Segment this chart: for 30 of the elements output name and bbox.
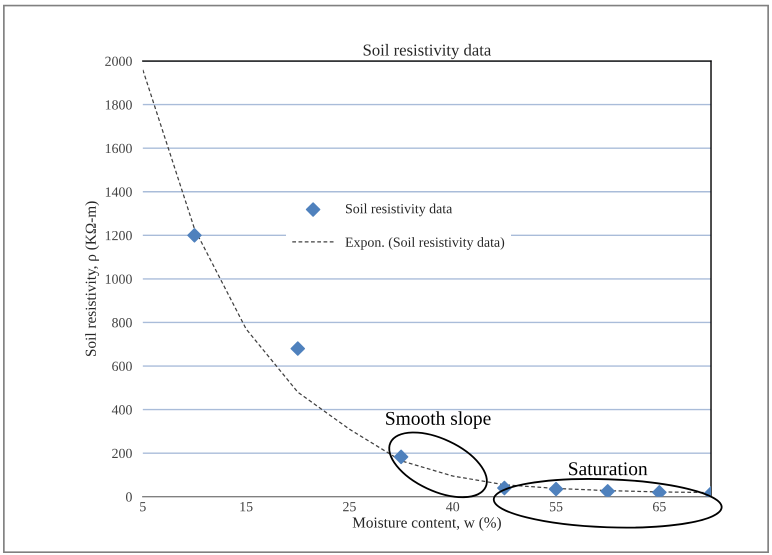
y-tick-label: 1400 [106, 187, 132, 197]
x-axis-title: Moisture content, w (%) [352, 516, 501, 531]
y-tick-label: 2000 [105, 56, 132, 66]
y-tick-label: 200 [112, 448, 132, 458]
y-tick-label: 0 [126, 492, 132, 502]
legend-label: Expon. (Soil resistivity data) [345, 237, 504, 250]
x-tick-label: 65 [653, 502, 666, 512]
point [187, 228, 202, 243]
y-tick-label: 1200 [106, 230, 132, 240]
y-tick-label: 400 [112, 405, 132, 415]
point [394, 450, 408, 464]
annotation: Smooth slope [386, 411, 491, 429]
point [600, 484, 615, 497]
point [652, 485, 667, 497]
y-tick-label: 1800 [106, 100, 132, 110]
x-tick-label: 15 [240, 502, 253, 512]
x-tick-label: 25 [343, 502, 356, 512]
x-tick-label: 55 [550, 502, 562, 512]
legend-label: Soil resistivity data [346, 204, 452, 216]
y-tick-label: 1600 [106, 144, 132, 154]
y-axis-title: Soil resistivity, ρ (KΩ-m) [85, 201, 100, 356]
x-tick-label: 40 [446, 502, 460, 512]
y-tick-label: 800 [112, 318, 132, 328]
point [290, 341, 306, 356]
annotation: Saturation [569, 462, 648, 476]
y-tick-label: 600 [112, 362, 132, 371]
chart-title: Soil resistivity data [364, 44, 492, 60]
point [548, 482, 564, 496]
y-tick-label: 1000 [106, 274, 132, 284]
x-tick-label: 5 [140, 502, 146, 512]
